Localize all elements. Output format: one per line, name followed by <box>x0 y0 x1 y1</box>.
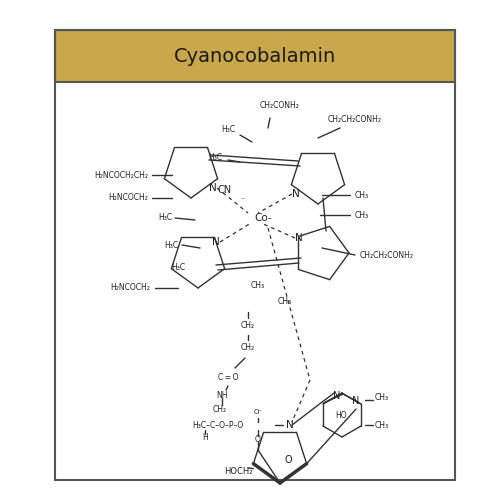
Text: HO: HO <box>335 412 347 420</box>
Text: N: N <box>286 420 294 430</box>
Text: H₂NCOCH₂: H₂NCOCH₂ <box>110 284 150 292</box>
Bar <box>55 30 455 480</box>
Text: N: N <box>352 396 360 406</box>
Text: H₃C: H₃C <box>171 264 185 272</box>
Text: H₃C: H₃C <box>164 240 178 250</box>
Text: CN: CN <box>218 185 232 195</box>
Text: C = O: C = O <box>218 374 238 382</box>
Text: O: O <box>255 436 261 444</box>
Bar <box>55 30 455 82</box>
Text: O⁻: O⁻ <box>254 409 262 415</box>
Text: CH₃: CH₃ <box>251 280 265 289</box>
Text: CH₃: CH₃ <box>375 394 389 402</box>
Text: NH: NH <box>216 390 228 400</box>
Text: H: H <box>202 434 208 442</box>
Text: CH₂: CH₂ <box>213 406 227 414</box>
Text: N: N <box>212 237 220 247</box>
Text: H₃C: H₃C <box>208 154 222 162</box>
Text: CH₂: CH₂ <box>241 344 255 352</box>
Text: H₃C: H₃C <box>221 126 235 134</box>
Text: CH₃: CH₃ <box>375 420 389 430</box>
Text: CH₂CH₂CONH₂: CH₂CH₂CONH₂ <box>360 250 414 260</box>
Text: CH₂: CH₂ <box>241 320 255 330</box>
Text: HOCH₂: HOCH₂ <box>224 468 252 476</box>
Text: CH₂CONH₂: CH₂CONH₂ <box>260 100 300 110</box>
Text: H₂NCOCH₂: H₂NCOCH₂ <box>108 194 148 202</box>
Text: N: N <box>292 189 300 199</box>
Text: N: N <box>295 233 303 243</box>
Text: Co-: Co- <box>254 213 272 223</box>
Text: H₃C: H₃C <box>158 214 172 222</box>
Text: Cyanocobalamin: Cyanocobalamin <box>174 46 336 66</box>
Text: CH₃: CH₃ <box>355 190 369 200</box>
Text: O: O <box>284 455 292 465</box>
Text: H₂NCOCH₂CH₂: H₂NCOCH₂CH₂ <box>94 170 148 179</box>
Text: CH₃: CH₃ <box>355 210 369 220</box>
Text: CH₂CH₂CONH₂: CH₂CH₂CONH₂ <box>328 116 382 124</box>
Text: N: N <box>334 391 340 401</box>
Text: H₃C–C–O–P–O: H₃C–C–O–P–O <box>192 420 244 430</box>
Text: ··: ·· <box>240 196 246 204</box>
Text: CH₃: CH₃ <box>278 298 292 306</box>
Text: N: N <box>209 183 217 193</box>
